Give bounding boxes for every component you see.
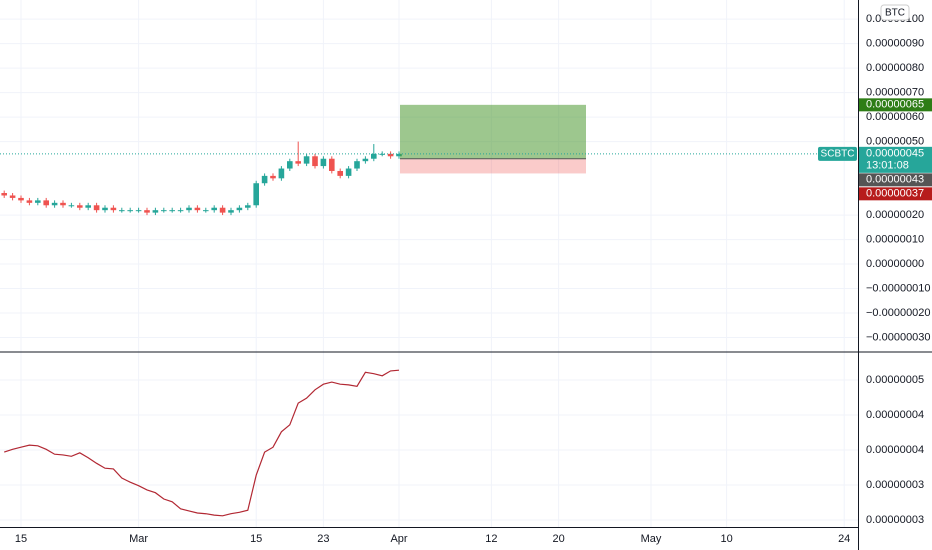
last-price-label: 0.00000045 [866,148,924,160]
candle-body [211,207,217,211]
y-tick-label: 0.00000000 [866,258,924,270]
candle-body [161,210,167,212]
candle-body [35,200,41,203]
countdown-label: 13:01:08 [866,160,909,172]
candle-body [253,183,259,206]
candle-body [245,205,251,208]
position-label: 0.00000037 [866,188,924,200]
candle-body [219,207,226,213]
y-tick-label: 0.00000060 [866,111,924,123]
currency-label: BTC [885,8,905,19]
candle-body [85,205,91,208]
y-tick-label: 0.00000004 [866,409,924,421]
candle-body [119,210,125,212]
candle-body [135,210,142,212]
candle-body [93,205,100,211]
position-label-bg [859,187,932,201]
x-tick-label: Apr [390,533,407,545]
candle-body [102,207,108,211]
position-profit-zone [400,104,586,159]
x-tick-label: 15 [250,533,262,545]
x-tick-label: 12 [485,533,497,545]
candle-body [278,168,285,179]
candle-body [345,168,352,176]
candle-body [396,153,402,157]
candle-body [68,205,75,207]
x-tick-label: 15 [15,533,27,545]
candle-body [236,207,243,211]
candle-body [60,202,66,206]
candle-body [312,156,318,167]
candle-body [127,210,133,212]
y-tick-label: −0.00000010 [866,282,931,294]
candle-body [169,210,175,212]
y-tick-label: −0.00000030 [866,331,931,343]
symbol-label-bg [818,146,857,161]
position-loss-zone [400,158,586,174]
candle-body [379,153,385,155]
candle-body [194,207,201,211]
candle-body [371,153,377,159]
candle-body [203,210,209,212]
position-label: 0.00000065 [866,99,924,111]
candle-body [320,158,327,167]
symbol-label: SCBTC [821,148,855,159]
candle-body [26,200,33,203]
last-price-label-bg [859,146,932,173]
candle-body [362,158,369,162]
candle-body [295,161,301,164]
x-tick-label: 23 [317,533,329,545]
candle-body [51,202,58,206]
candle-body [354,161,360,169]
candle-body [186,207,192,211]
candle-body [329,158,335,171]
x-tick-label: Mar [129,533,148,545]
y-tick-label: 0.00000005 [866,374,924,386]
candle-body [337,170,343,176]
candle-body [1,193,7,196]
y-tick-label: 0.00000080 [866,62,924,74]
y-tick-label: −0.00000020 [866,307,931,319]
currency-badge [880,4,910,21]
candle-body [261,175,268,184]
candle-body [9,195,16,198]
y-tick-label: 0.00000003 [866,479,924,491]
y-tick-label: 0.00000020 [866,209,924,221]
y-tick-label: 0.00000010 [866,233,924,245]
candle-body [110,207,117,211]
candle-body [77,205,83,208]
x-tick-label: May [641,533,662,545]
candle-body [152,210,159,213]
candle-body [303,156,310,164]
candle-body [18,197,24,201]
x-tick-label: 20 [552,533,564,545]
candle-body [144,210,150,213]
x-tick-label: 10 [720,533,732,545]
position-label: 0.00000043 [866,174,924,186]
candle-body [270,175,276,179]
candle-body [387,153,394,157]
candle-body [177,210,184,212]
y-tick-label: 0.00000070 [866,86,924,98]
candle-body [43,200,49,206]
y-tick-label: 0.00000003 [866,514,924,526]
indicator-line [4,369,400,517]
position-label-bg [859,173,932,187]
position-label-bg [859,98,932,112]
y-tick-label: 0.00000004 [866,444,924,456]
y-tick-label: 0.00000050 [866,135,924,147]
x-tick-label: 24 [838,533,850,545]
y-tick-label: 0.00000090 [866,38,924,50]
candle-body [228,210,234,213]
candle-body [287,161,293,169]
